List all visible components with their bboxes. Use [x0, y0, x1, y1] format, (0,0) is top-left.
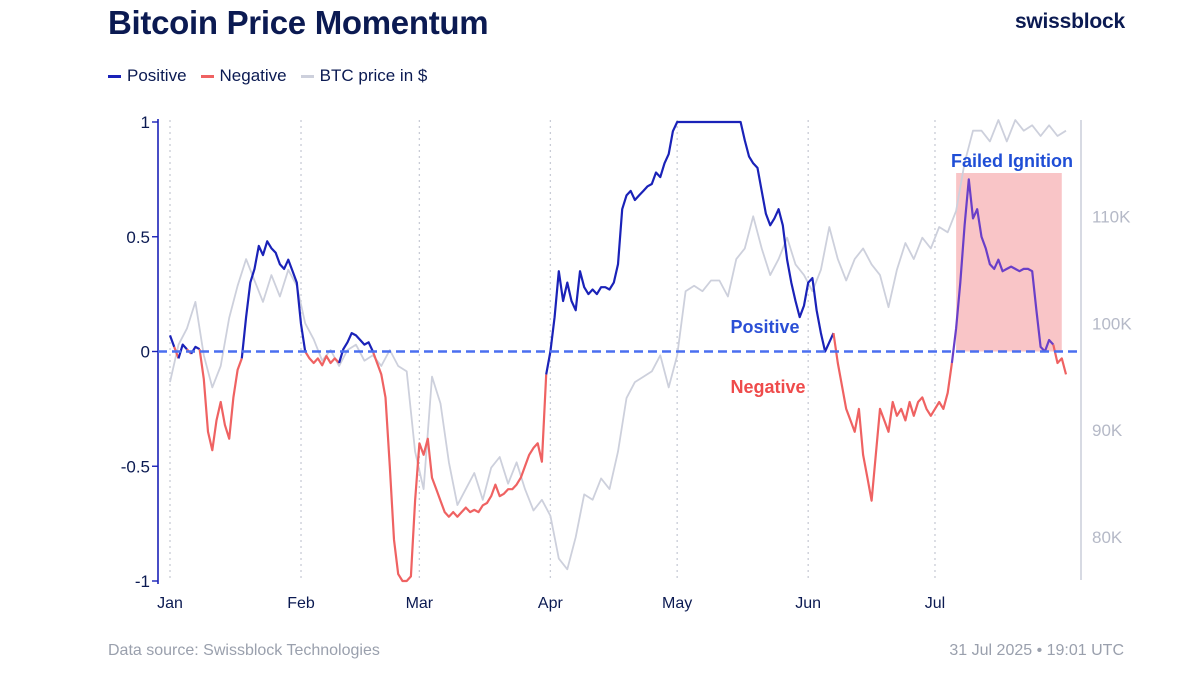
x-tick-label-jan: Jan	[157, 595, 183, 612]
x-tick-label-apr: Apr	[538, 595, 564, 612]
chart-legend: Positive Negative BTC price in $	[108, 66, 441, 86]
timestamp: 31 Jul 2025 • 19:01 UTC	[949, 642, 1124, 659]
legend-label-btc-price: BTC price in $	[319, 66, 428, 85]
y-left-tick-label: -0.5	[121, 457, 150, 476]
data-source-note: Data source: Swissblock Technologies	[108, 642, 380, 659]
momentum-positive-segment	[545, 120, 835, 375]
legend-item-btc-price: BTC price in $	[300, 66, 428, 86]
legend-item-positive: Positive	[108, 66, 187, 86]
btc-price-line	[169, 119, 1067, 571]
y-left-tick-label: 1	[141, 113, 150, 132]
momentum-negative-segment	[832, 332, 953, 502]
legend-label-positive: Positive	[127, 66, 187, 85]
momentum-positive-segment	[168, 335, 176, 348]
y-right-tick-label: 90K	[1092, 421, 1123, 440]
highlight-region-failed-ignition	[956, 173, 1062, 352]
x-tick-label-may: May	[662, 595, 692, 612]
momentum-negative-segment	[198, 349, 243, 452]
chart-title: Bitcoin Price Momentum	[108, 4, 489, 41]
x-tick-label-jul: Jul	[925, 595, 945, 612]
y-left-tick-label: 0	[141, 343, 150, 362]
y-left-tick-label: 0.5	[126, 228, 150, 247]
momentum-highlight-segment	[950, 178, 1055, 364]
positive-annotation: Positive	[730, 317, 799, 337]
momentum-positive-segment	[177, 343, 188, 359]
x-tick-label-feb: Feb	[287, 595, 315, 612]
brand-logo: swissblock	[1014, 10, 1125, 33]
x-tick-label-jun: Jun	[795, 595, 821, 612]
y-right-tick-label: 100K	[1092, 314, 1132, 333]
legend-item-negative: Negative	[200, 66, 287, 86]
momentum-negative-segment	[304, 350, 340, 367]
y-right-tick-label: 110K	[1092, 207, 1131, 226]
failed-ignition-label: Failed Ignition	[951, 151, 1073, 171]
legend-swatch-positive	[108, 74, 121, 78]
y-left-tick-label: -1	[135, 572, 150, 591]
legend-swatch-negative	[200, 74, 214, 78]
legend-label-negative: Negative	[219, 66, 287, 85]
momentum-negative-segment	[371, 351, 548, 583]
momentum-negative-segment	[1052, 344, 1068, 375]
momentum-positive-segment	[338, 332, 374, 364]
legend-swatch-btc-price	[300, 74, 314, 78]
x-tick-label-mar: Mar	[406, 595, 434, 612]
momentum-positive-segment	[240, 240, 307, 359]
negative-annotation: Negative	[730, 377, 805, 397]
y-right-tick-label: 80K	[1092, 528, 1123, 547]
